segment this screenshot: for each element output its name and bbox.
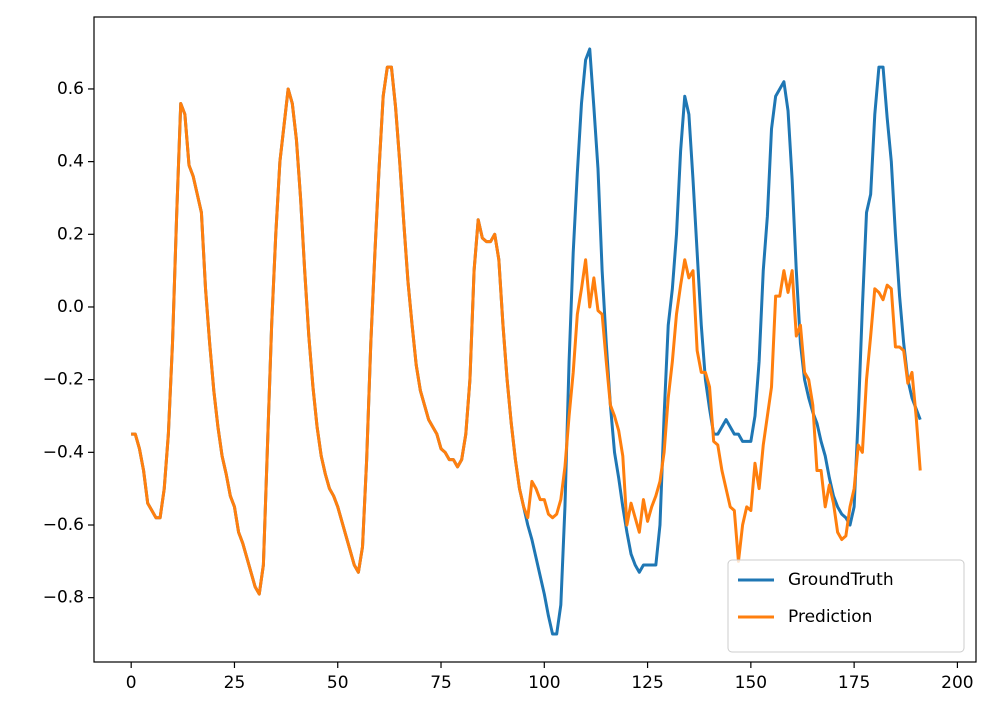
x-tick-label: 150 <box>735 673 767 693</box>
x-tick-label: 200 <box>941 673 973 693</box>
series-line <box>131 65 922 596</box>
legend-box <box>727 559 965 653</box>
y-tick-label: −0.4 <box>43 442 84 462</box>
legend-label: GroundTruth <box>788 570 894 590</box>
y-tick-label: −0.6 <box>43 515 84 535</box>
y-tick-label: −0.8 <box>43 588 84 608</box>
y-tick-label: 0.0 <box>57 297 84 317</box>
x-tick-label: 175 <box>838 673 870 693</box>
y-tick-label: −0.2 <box>43 370 84 390</box>
x-tick-label: 25 <box>224 673 246 693</box>
legend-label: Prediction <box>788 607 872 627</box>
y-tick-label: 0.6 <box>57 79 84 99</box>
x-tick-label: 50 <box>327 673 349 693</box>
y-tick-label: 0.2 <box>57 224 84 244</box>
x-tick-label: 125 <box>631 673 663 693</box>
x-tick-label: 100 <box>528 673 560 693</box>
axes-frame <box>93 16 977 663</box>
y-tick-label: 0.4 <box>57 152 84 172</box>
x-tick-label: 0 <box>126 673 137 693</box>
x-tick-label: 75 <box>430 673 452 693</box>
